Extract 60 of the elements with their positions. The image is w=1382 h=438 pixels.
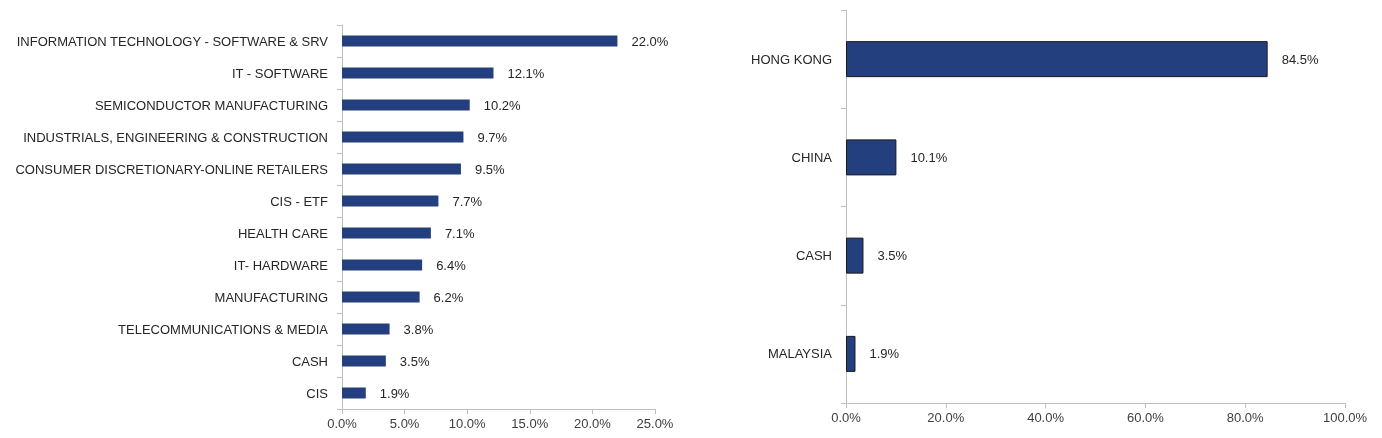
- data-label: 22.0%: [631, 33, 669, 49]
- y-tick-label: MANUFACTURING: [214, 289, 328, 305]
- bar: [846, 335, 856, 372]
- x-tick-label: 80.0%: [1226, 410, 1265, 425]
- data-label: 10.2%: [483, 97, 522, 113]
- x-tick-label: 20.0%: [927, 410, 965, 425]
- bar: [342, 67, 494, 79]
- x-tick-label: 0.0%: [831, 410, 862, 425]
- bar: [846, 237, 864, 274]
- data-label: 9.5%: [474, 161, 506, 177]
- x-tick-label: 0.0%: [327, 416, 358, 431]
- data-label: 84.5%: [1281, 51, 1319, 67]
- bar: [342, 355, 386, 367]
- data-label: 3.8%: [403, 321, 434, 337]
- bar: [342, 35, 618, 47]
- bar: [342, 99, 470, 111]
- data-label: 1.9%: [869, 346, 900, 362]
- data-label: 6.4%: [436, 257, 467, 273]
- bar: [342, 163, 461, 175]
- data-label: 10.1%: [910, 149, 948, 165]
- x-tick-label: 10.0%: [448, 416, 487, 431]
- data-label: 7.7%: [452, 193, 483, 209]
- bar: [342, 387, 366, 399]
- y-tick-label: CONSUMER DISCRETIONARY-ONLINE RETAILERS: [15, 161, 329, 177]
- y-tick-label: INDUSTRIALS, ENGINEERING & CONSTRUCTION: [23, 129, 328, 145]
- y-tick-label: IT- HARDWARE: [233, 257, 329, 273]
- bar: [342, 131, 464, 143]
- bar: [846, 41, 1268, 78]
- y-tick-label: SEMICONDUCTOR MANUFACTURING: [94, 97, 328, 113]
- data-label: 7.1%: [444, 225, 475, 241]
- x-tick-label: 15.0%: [511, 416, 549, 431]
- y-tick-label: HEALTH CARE: [237, 225, 329, 241]
- y-tick-label: IT - SOFTWARE: [231, 65, 329, 81]
- y-tick-label: MALAYSIA: [767, 346, 833, 362]
- y-tick-label: CASH: [795, 248, 832, 264]
- bar: [342, 259, 423, 271]
- bar: [342, 227, 431, 239]
- y-tick-label: CASH: [291, 353, 328, 369]
- x-tick-label: 100.0%: [1322, 410, 1368, 425]
- data-label: 1.9%: [379, 385, 410, 401]
- bar: [342, 323, 390, 335]
- bar: [342, 195, 439, 207]
- x-tick-label: 40.0%: [1027, 410, 1065, 425]
- x-tick-label: 5.0%: [389, 416, 420, 431]
- y-tick-label: TELECOMMUNICATIONS & MEDIA: [118, 321, 329, 337]
- x-tick-label: 20.0%: [573, 416, 612, 431]
- data-label: 12.1%: [507, 65, 545, 81]
- y-tick-label: CHINA: [791, 149, 833, 165]
- bar: [342, 291, 420, 303]
- x-tick-label: 60.0%: [1126, 410, 1165, 425]
- y-tick-label: HONG KONG: [751, 51, 832, 67]
- y-tick-label: CIS: [306, 385, 329, 401]
- data-label: 6.2%: [433, 289, 464, 305]
- y-tick-label: CIS - ETF: [270, 193, 329, 209]
- x-tick-label: 25.0%: [636, 416, 674, 431]
- data-label: 3.5%: [877, 248, 908, 264]
- bar: [846, 139, 897, 176]
- data-label: 3.5%: [399, 353, 430, 369]
- y-tick-label: INFORMATION TECHNOLOGY - SOFTWARE & SRV: [16, 33, 329, 49]
- data-label: 9.7%: [477, 129, 508, 145]
